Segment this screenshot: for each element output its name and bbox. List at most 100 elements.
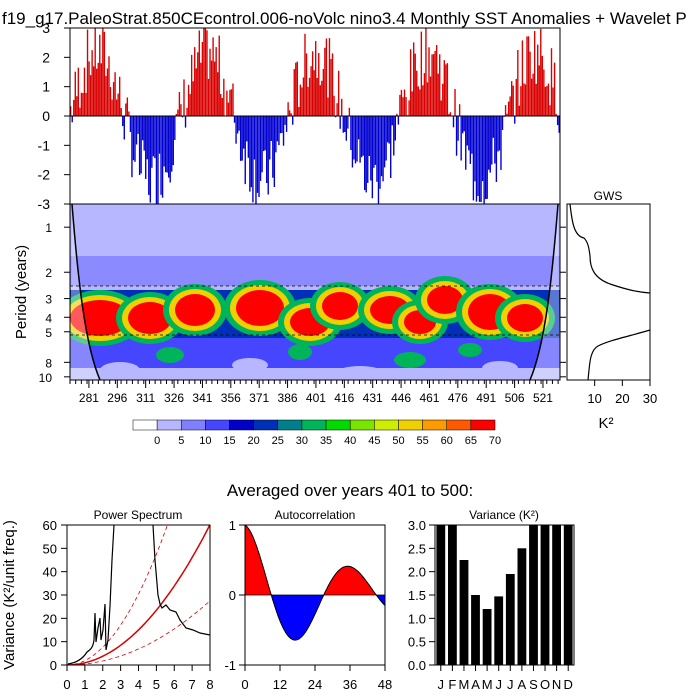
timeseries-bar xyxy=(428,47,430,116)
timeseries-bar xyxy=(365,116,367,193)
timeseries-bar xyxy=(345,116,348,141)
timeseries-bar xyxy=(293,69,295,116)
timeseries-bar xyxy=(322,69,325,116)
timeseries-bar xyxy=(422,85,424,116)
cone-of-influence-left xyxy=(71,204,101,380)
timeseries-bar xyxy=(155,116,158,204)
timeseries-bar xyxy=(131,116,133,178)
timeseries-bar xyxy=(213,61,216,116)
timeseries-bar xyxy=(331,53,334,116)
timeseries-bar xyxy=(555,114,557,116)
timeseries-bar xyxy=(420,31,423,117)
timeseries-bar xyxy=(112,82,115,116)
timeseries-bar xyxy=(364,116,366,190)
timeseries-bar xyxy=(152,116,155,157)
gws-panel: GWS 10 20 30 K² xyxy=(566,189,657,432)
timeseries-bar xyxy=(292,116,294,125)
autocorr-axes: -1 0 1 0 12 24 36 48 xyxy=(224,518,392,692)
power-x-tick-label: 4 xyxy=(135,677,142,692)
timeseries-bar xyxy=(354,116,357,164)
timeseries-bar xyxy=(218,35,220,116)
timeseries-bar xyxy=(163,116,165,167)
wavelet-y-tick-label: 3 xyxy=(45,293,52,307)
timeseries-bar xyxy=(316,77,318,116)
variance-y-tick-label: 2.0 xyxy=(408,565,426,580)
variance-y-tick-label: 0.0 xyxy=(408,658,426,673)
timeseries-bar xyxy=(302,77,305,116)
timeseries-bar xyxy=(527,36,530,116)
timeseries-bar xyxy=(434,50,436,116)
timeseries-bar xyxy=(390,116,392,178)
timeseries-bar xyxy=(76,96,78,116)
variance-bar xyxy=(482,609,492,665)
timeseries-bar xyxy=(448,113,450,116)
timeseries-bar xyxy=(468,116,470,151)
gws-xlabel: K² xyxy=(599,415,614,432)
wavelet-contour-red xyxy=(236,290,284,326)
timeseries-bar xyxy=(108,56,110,116)
variance-y-tick-label: 3.0 xyxy=(408,518,426,533)
timeseries-bar xyxy=(440,100,442,116)
timeseries-bar xyxy=(215,47,217,116)
timeseries-bar xyxy=(540,28,542,116)
red-noise-upper-bound xyxy=(67,525,168,665)
timeseries-bar xyxy=(187,84,190,116)
timeseries-bar xyxy=(114,72,116,116)
timeseries-bar xyxy=(281,116,283,133)
timeseries-bar xyxy=(146,116,148,160)
timeseries-bar xyxy=(304,33,306,116)
wavelet-x-tick-label: 296 xyxy=(107,391,127,405)
power-y-tick-label: 20 xyxy=(43,611,57,626)
colorbar-swatch xyxy=(422,419,447,431)
wavelet-x-axis: 281 296 311 326 341 356 371 386 401 416 431 446 461 4… xyxy=(69,380,559,405)
timeseries-bar xyxy=(541,55,544,116)
variance-y-tick-label: 0.5 xyxy=(408,635,426,650)
wavelet-y-tick-label: 2 xyxy=(45,266,52,280)
timeseries-bar xyxy=(276,116,279,142)
wavelet-panel: 1 2 3 45 810 281 296 311 326 341 356 371 386 401 416 4… xyxy=(13,203,566,405)
timeseries-bar xyxy=(273,116,276,187)
wavelet-contour-red xyxy=(427,286,463,314)
timeseries-bar xyxy=(183,79,185,116)
timeseries-bar xyxy=(483,116,485,204)
timeseries-bar xyxy=(480,116,482,202)
autocorr-y-tick-label: -1 xyxy=(224,658,236,673)
wavelet-x-tick-label: 341 xyxy=(192,391,212,405)
timeseries-bar xyxy=(454,89,456,116)
timeseries-bar xyxy=(553,62,556,116)
timeseries-bar xyxy=(206,30,208,116)
timeseries-bar xyxy=(232,83,234,116)
cone-right-shade xyxy=(530,204,560,380)
timeseries-bar xyxy=(195,68,197,116)
power-x-tick-label: 8 xyxy=(206,677,213,692)
wavelet-contour-light xyxy=(100,362,140,378)
colorbar-label: 35 xyxy=(320,435,332,447)
timeseries-bar xyxy=(429,76,432,116)
variance-month-label: A xyxy=(518,677,527,692)
timeseries-bar xyxy=(446,63,449,116)
colorbar-swatch xyxy=(253,419,279,431)
colorbar-label: 55 xyxy=(416,435,428,447)
wavelet-x-tick-label: 326 xyxy=(164,391,184,405)
colorbar-swatch xyxy=(181,419,206,431)
timeseries-bar xyxy=(399,94,401,116)
colorbar-swatch xyxy=(470,419,496,431)
timeseries-bar xyxy=(140,116,142,174)
variance-axes: 0.00.51.01.52.02.53.0J F M A M J J A S O N D xyxy=(408,518,573,692)
autocorr-positive-area xyxy=(245,525,385,595)
timeseries-bar xyxy=(336,103,338,116)
colorbar-label: 10 xyxy=(199,435,211,447)
timeseries-bar xyxy=(92,66,95,116)
colorbar-swatch xyxy=(156,419,182,431)
timeseries-bar xyxy=(486,116,488,199)
timeseries-bar xyxy=(537,44,539,116)
power-x-tick-label: 0 xyxy=(63,677,70,692)
colorbar-label: 25 xyxy=(272,435,284,447)
timeseries-bar xyxy=(443,60,446,116)
timeseries-bar xyxy=(149,116,152,203)
timeseries-bar xyxy=(102,28,104,116)
variance-bars xyxy=(436,525,573,665)
timeseries-bar xyxy=(259,116,262,181)
wavelet-y-tick-label: 8 xyxy=(45,356,52,370)
colorbar-swatch xyxy=(446,419,472,431)
